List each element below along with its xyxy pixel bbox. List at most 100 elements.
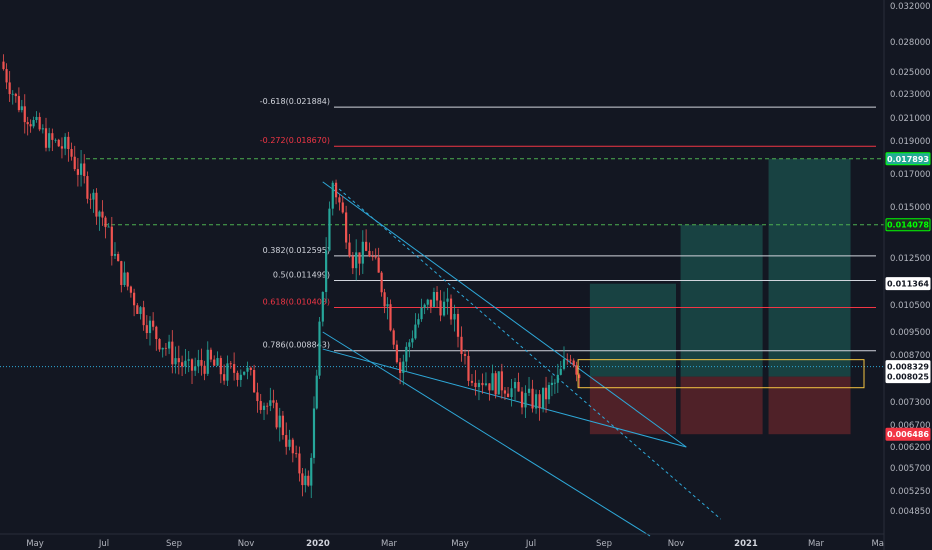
candle-body xyxy=(17,96,20,111)
candle-body xyxy=(14,93,17,97)
candle-body xyxy=(331,182,334,209)
candle-body xyxy=(334,182,338,198)
candle-body xyxy=(123,272,126,286)
candle-body xyxy=(2,61,5,70)
candle-body xyxy=(8,82,11,95)
candle-body xyxy=(315,375,318,409)
candle-body xyxy=(544,387,548,400)
candle-body xyxy=(307,475,310,486)
stop-zone xyxy=(680,376,763,435)
candle-body xyxy=(5,69,8,83)
candle-body xyxy=(423,304,426,308)
candle-body xyxy=(497,371,500,395)
y-tick-label: 0.012500 xyxy=(890,254,931,264)
candle-body xyxy=(23,106,26,123)
candle-body xyxy=(527,388,531,393)
candle-body xyxy=(249,367,252,371)
y-tick-label: 0.017000 xyxy=(890,170,931,180)
candle-body xyxy=(355,252,358,269)
price-badge xyxy=(885,218,931,232)
candle-body xyxy=(494,373,497,395)
candle-body xyxy=(506,393,510,398)
candle-body xyxy=(513,382,517,389)
candle-body xyxy=(285,435,288,447)
stop-zone xyxy=(768,376,851,435)
wedge-upper-line xyxy=(322,181,687,448)
candle-body xyxy=(310,457,313,486)
entry-zone-box xyxy=(577,359,865,389)
position-zones xyxy=(589,158,851,435)
candle-body xyxy=(136,305,139,314)
y-tick-label: 0.019000 xyxy=(890,137,931,147)
candle-body xyxy=(517,382,520,392)
price-axis[interactable]: 0.032000 0.028000 0.025000 0.023000 0.021000… xyxy=(890,2,931,517)
candle-body xyxy=(29,124,32,127)
candle-body xyxy=(272,400,275,403)
candle-body xyxy=(229,363,232,365)
candle-body xyxy=(117,253,120,262)
candle-body xyxy=(500,371,503,391)
candle-body xyxy=(95,192,98,217)
candle-body xyxy=(104,217,107,228)
candle-body xyxy=(318,321,321,376)
candle-body xyxy=(161,347,164,350)
y-tick-label: 0.008700 xyxy=(890,351,931,361)
candle-body xyxy=(338,197,341,203)
x-tick-label: Jul xyxy=(525,539,536,549)
candle-body xyxy=(442,301,446,316)
fib-level-label: 0.382(0.012595) xyxy=(263,246,330,255)
y-tick-label: 0.025000 xyxy=(890,68,931,78)
price-badge-text: 0.008329 xyxy=(887,363,929,372)
candle-body xyxy=(41,128,44,130)
candle-body xyxy=(538,394,541,409)
candle-body xyxy=(380,272,383,293)
candle-body xyxy=(474,382,477,388)
candle-body xyxy=(547,385,551,400)
candle-body xyxy=(216,358,219,366)
candle-body xyxy=(460,336,463,355)
candle-body xyxy=(541,387,545,409)
entry-box xyxy=(577,359,865,389)
candle-body xyxy=(510,388,513,398)
candle-body xyxy=(399,362,402,373)
profit-zone xyxy=(589,283,676,377)
x-tick-label: Mar xyxy=(808,539,825,549)
y-tick-label: 0.007300 xyxy=(890,398,931,408)
candle-body xyxy=(32,120,35,127)
candle-body xyxy=(439,300,442,316)
candle-body xyxy=(411,338,414,343)
candle-body xyxy=(470,380,474,383)
candle-body xyxy=(534,394,538,409)
candle-body xyxy=(174,358,177,365)
candle-body xyxy=(328,208,331,251)
candle-body xyxy=(209,349,213,360)
candle-body xyxy=(389,304,392,331)
candle-body xyxy=(11,93,14,95)
candle-body xyxy=(569,359,572,361)
candle-body xyxy=(553,382,556,384)
candle-body xyxy=(575,365,578,375)
candle-body xyxy=(73,156,76,170)
candle-body xyxy=(133,292,136,306)
candle-body xyxy=(236,372,239,380)
stop-zone xyxy=(589,376,676,435)
candle-body xyxy=(374,256,377,258)
candle-body xyxy=(550,382,554,386)
candle-body xyxy=(126,272,129,287)
price-badge-text: 0.014078 xyxy=(887,221,929,230)
fib-level-label: -0.618(0.021884) xyxy=(260,97,330,106)
candle-body xyxy=(206,349,209,374)
y-tick-label: 0.006700 xyxy=(890,421,931,431)
time-axis[interactable]: May Jul Sep Nov 2020 Mar May Jul Sep Nov 2021 Mar Ma xyxy=(26,539,884,549)
candle-body xyxy=(203,365,206,374)
candle-body xyxy=(408,342,411,347)
candle-body xyxy=(152,320,155,327)
y-tick-label: 0.015000 xyxy=(890,203,931,213)
candle-body xyxy=(281,415,285,436)
candle-body xyxy=(83,163,86,177)
price-badge-text: 0.006486 xyxy=(887,430,929,439)
candle-body xyxy=(298,453,301,474)
candle-body xyxy=(164,347,168,349)
candle-body xyxy=(345,212,348,243)
